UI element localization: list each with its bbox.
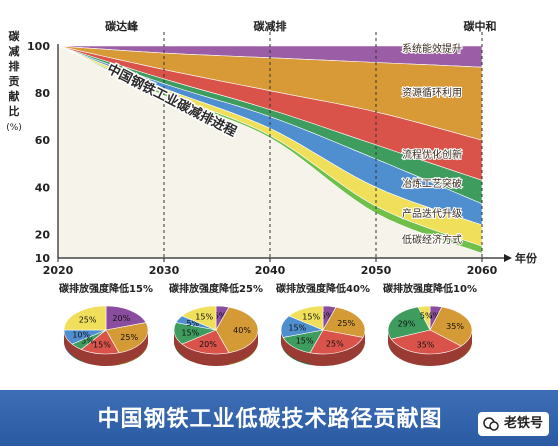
chat-icon: [483, 417, 499, 431]
area-band-label: 低碳经济方式: [402, 233, 462, 246]
pie-slice-label: 40%: [233, 326, 251, 335]
area-band-label: 系统能效提升: [402, 42, 462, 55]
area-band-label: 冶炼工艺突破: [402, 177, 462, 190]
y-tick-label: 10: [35, 252, 51, 265]
pie-chart-1: 碳排放强度降低15% 20% 25% 15%5%10% 25%: [59, 282, 153, 366]
y-axis-label-char: 贡: [9, 75, 20, 88]
pie-slice-label: 15%: [288, 324, 306, 333]
pie-slice-label: 25%: [326, 339, 344, 348]
pie-slice-label: 29%: [398, 320, 416, 329]
pie-charts: 碳排放强度降低15%20%25%15%5%10%25%碳排放强度降低25%5%4…: [59, 282, 477, 367]
y-tick-label: 60: [35, 134, 51, 147]
pie-slice-label: 5%: [81, 337, 94, 346]
pie-slice: [105, 322, 149, 354]
pie-title: 碳排放强度降低25%: [169, 282, 263, 295]
pie-slice-label: 25%: [120, 333, 138, 342]
pie-slice-label: 5%: [420, 311, 433, 320]
area-band-label: 资源循环利用: [402, 86, 462, 99]
pie-slice: [181, 329, 230, 355]
y-axis-label-unit: (%): [6, 123, 22, 133]
pie-slice-label: 15%: [93, 341, 111, 350]
y-tick-label: 20: [35, 228, 51, 241]
pie-slice-label: 15%: [296, 337, 314, 346]
x-tick-label: 2020: [43, 264, 74, 277]
pie-slice-label: 15%: [181, 328, 199, 337]
pie-slice: [322, 306, 366, 338]
watermark-text: 老铁号: [504, 416, 544, 431]
x-tick-label: 2030: [149, 264, 180, 277]
pie-slice: [309, 329, 364, 355]
y-tick-label: 40: [35, 181, 51, 194]
x-tick-label: 2050: [361, 264, 392, 277]
pie-slice: [63, 305, 107, 331]
x-tick-label: 2040: [255, 264, 286, 277]
pie-slice-label: 20%: [199, 340, 217, 349]
pie-slice-label: 35%: [417, 341, 435, 350]
y-axis-label-char: 减: [9, 44, 20, 58]
y-axis-label-char: 献: [9, 89, 20, 103]
pie-title: 碳排放强度降低15%: [59, 282, 153, 295]
pie-chart-2: 碳排放强度降低25%5%40%20%15%5%15%: [169, 282, 263, 366]
y-axis-label-char: 排: [9, 59, 20, 73]
footer-title: 中国钢铁工业低碳技术路径贡献图: [97, 407, 443, 432]
area-band-label: 产品迭代升级: [402, 207, 462, 220]
pie-slice-label: 25%: [79, 315, 97, 324]
y-axis-label-char: 碳: [9, 29, 21, 43]
pie-title: 碳排放强度降低10%: [383, 282, 477, 295]
pie-slice: [429, 306, 473, 347]
pie-slice-label: 15%: [302, 313, 320, 322]
pie-slice: [417, 305, 431, 331]
pie-slice: [390, 329, 462, 355]
pie-slice: [215, 306, 259, 354]
pie-slice-label: 5%: [427, 311, 440, 320]
x-tick-label: 2060: [467, 264, 498, 277]
pie-slice-label: 5%: [214, 311, 227, 320]
pie-chart-4: 碳排放强度降低10% 5% 35% 35% 29% 5%: [383, 282, 477, 367]
x-axis-label: 年份: [515, 251, 538, 265]
phase-label-1: 碳达峰: [105, 19, 139, 33]
pie-chart-3: 碳排放强度降低40%5%25%25%15%15%15%: [276, 282, 370, 366]
pie-slice-label: 5%: [321, 311, 334, 320]
pie-slice: [288, 305, 324, 331]
pie-slice-label: 25%: [337, 319, 355, 328]
footer-band: [0, 390, 558, 446]
y-axis-label-char: 比: [9, 104, 20, 118]
phase-label-2: 碳减排: [254, 19, 287, 33]
y-tick-label: 80: [35, 87, 51, 100]
pie-slice-label: 5%: [186, 319, 199, 328]
pie-slice: [181, 305, 217, 331]
pie-slice-label: 20%: [112, 314, 130, 323]
pie-title: 碳排放强度降低40%: [276, 282, 370, 295]
pie-slice-label: 10%: [72, 331, 90, 340]
phase-label-3: 碳中和: [464, 19, 497, 33]
y-tick-label: 100: [27, 40, 50, 53]
watermark-badge: 老铁号: [478, 412, 550, 436]
pie-slice: [105, 305, 147, 331]
pie-slice: [387, 306, 431, 340]
x-axis-arrow: [504, 254, 512, 262]
pie-slice-label: 35%: [446, 322, 464, 331]
area-band-label: 流程优化创新: [402, 148, 462, 161]
pie-slice-label: 15%: [195, 313, 213, 322]
